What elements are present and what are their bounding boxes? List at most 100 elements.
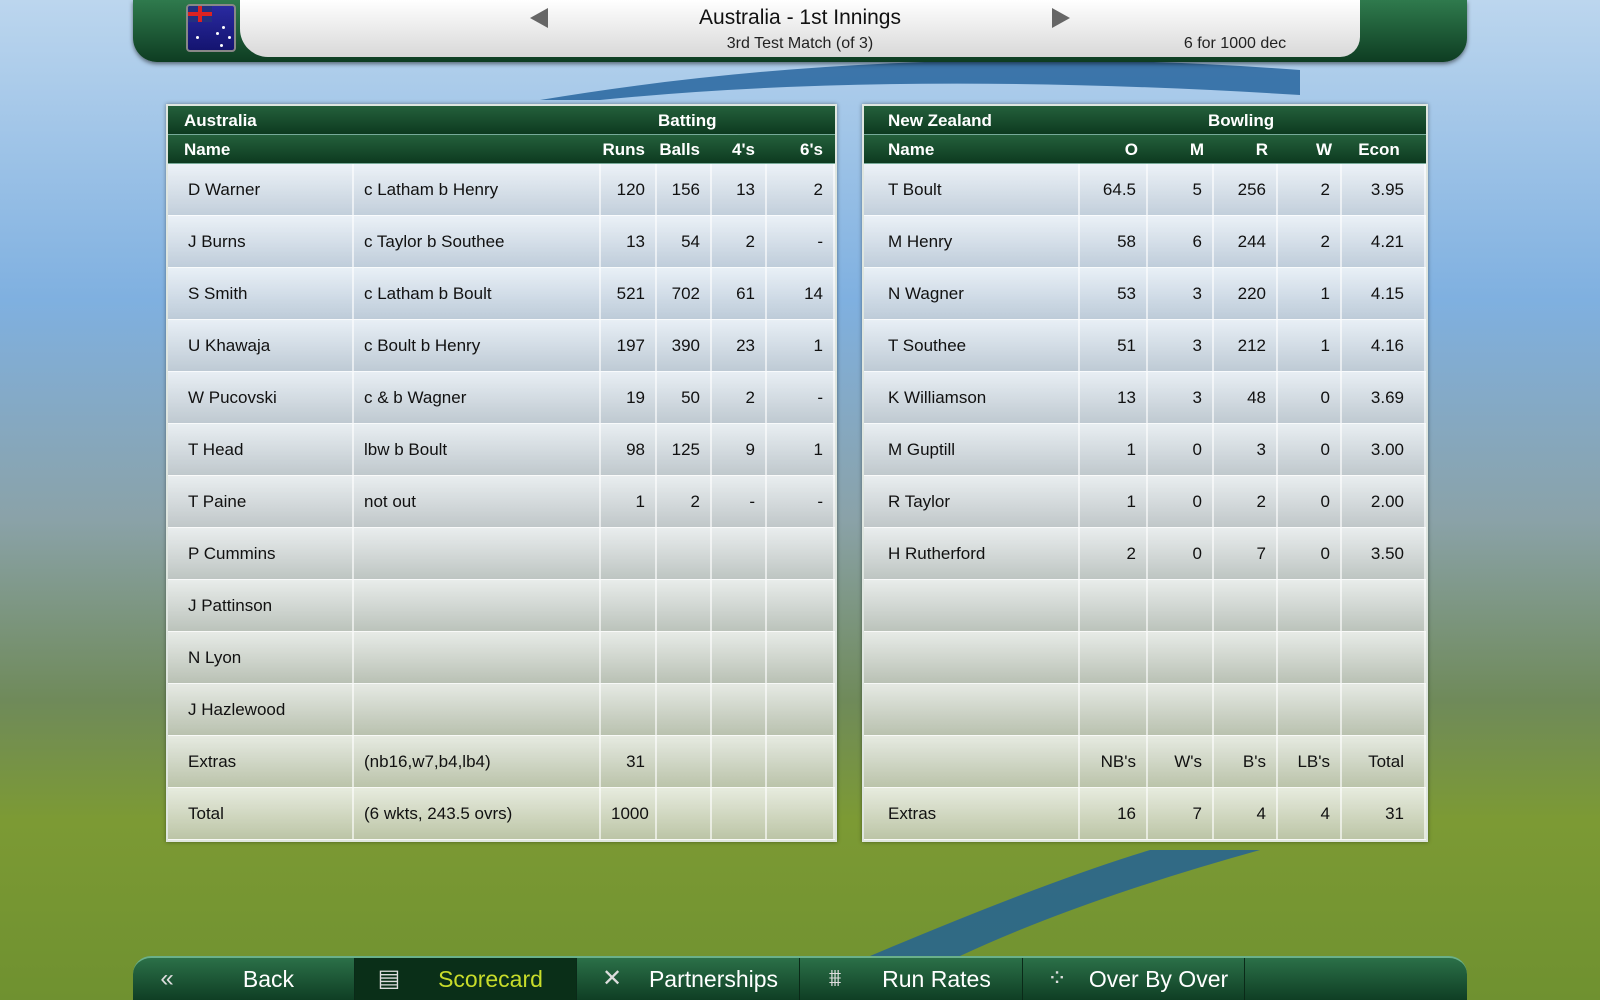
sixes	[767, 632, 835, 683]
wickets	[1278, 684, 1342, 735]
bowler-name: N Wagner	[864, 268, 1080, 319]
balls: 125	[657, 424, 712, 475]
maidens: 0	[1148, 528, 1214, 579]
balls: 54	[657, 216, 712, 267]
bowling-title-row: New Zealand Bowling	[864, 106, 1426, 135]
bowling-row[interactable]	[864, 684, 1426, 736]
overs: 2	[1080, 528, 1148, 579]
batsman-name: J Hazlewood	[168, 684, 354, 735]
batting-row[interactable]: J Burns c Taylor b Southee 13 54 2-	[168, 216, 835, 268]
fours	[712, 788, 767, 839]
run-rates-icon: ⩩	[828, 965, 842, 992]
tab-label: Run Rates	[882, 966, 991, 992]
scorecard-icon: ▤	[377, 965, 401, 992]
bottom-nav-bar: « Back ▤ Scorecard ✕ Partnerships ⩩ Run Rates ⁘ O…	[133, 956, 1467, 1000]
economy: 31	[1342, 788, 1426, 839]
runs: 197	[601, 320, 657, 371]
bowling-row[interactable]	[864, 580, 1426, 632]
batting-row[interactable]: N Lyon	[168, 632, 835, 684]
bowling-row[interactable]: M Henry 58 6 244 2 4.21	[864, 216, 1426, 268]
balls: 702	[657, 268, 712, 319]
bowling-row[interactable]: T Boult 64.5 5 256 2 3.95	[864, 164, 1426, 216]
bowling-row[interactable]	[864, 632, 1426, 684]
batting-header-0: Name	[184, 140, 231, 159]
runs-conceded: 220	[1214, 268, 1278, 319]
bowler-name: K Williamson	[864, 372, 1080, 423]
bowling-row[interactable]: H Rutherford 2 0 7 0 3.50	[864, 528, 1426, 580]
innings-score: 6 for 1000 dec	[1183, 35, 1287, 52]
fours: 2	[712, 216, 767, 267]
bowler-name	[864, 736, 1080, 787]
tab-label: Partnerships	[648, 966, 779, 992]
runs: 1000	[601, 788, 657, 839]
batting-row[interactable]: U Khawaja c Boult b Henry 197 390 23 1	[168, 320, 835, 372]
batting-row[interactable]: J Hazlewood	[168, 684, 835, 736]
bowling-table: New Zealand Bowling Name O M R W Econ T Boult…	[862, 104, 1428, 842]
batting-row[interactable]: W Pucovski c & b Wagner 19 50 2-	[168, 372, 835, 424]
batting-row[interactable]: T Paine not out 1 2- -	[168, 476, 835, 528]
wickets: 0	[1278, 372, 1342, 423]
tab-partnerships[interactable]: ✕ Partnerships	[578, 958, 800, 1000]
bowler-name	[864, 684, 1080, 735]
next-innings-arrow-icon[interactable]	[1052, 8, 1070, 28]
tab-scorecard[interactable]: ▤ Scorecard	[355, 958, 577, 1000]
batting-row[interactable]: D Warner c Latham b Henry 120 156 13 2	[168, 164, 835, 216]
bowling-row[interactable]: R Taylor 1 0 2 0 2.00	[864, 476, 1426, 528]
dismissal: (6 wkts, 243.5 ovrs)	[354, 788, 601, 839]
tab-run-rates[interactable]: ⩩ Run Rates	[801, 958, 1023, 1000]
batting-row[interactable]: J Pattinson	[168, 580, 835, 632]
wickets: LB's	[1278, 736, 1342, 787]
batting-header-1: Runs	[602, 140, 646, 159]
fours: 23	[712, 320, 767, 371]
batting-row[interactable]: Extras (nb16,w7,b4,lb4) 31	[168, 736, 835, 788]
wickets: 0	[1278, 476, 1342, 527]
bowling-row[interactable]: Extras 16 7 4 4 31	[864, 788, 1426, 840]
bowling-row[interactable]: T Southee 51 3 212 1 4.16	[864, 320, 1426, 372]
economy	[1342, 684, 1426, 735]
economy: Total	[1342, 736, 1426, 787]
wickets	[1278, 632, 1342, 683]
bowler-name: T Southee	[864, 320, 1080, 371]
runs: 13	[601, 216, 657, 267]
batting-row[interactable]: P Cummins	[168, 528, 835, 580]
maidens: 0	[1148, 476, 1214, 527]
runs-conceded	[1214, 632, 1278, 683]
fours	[712, 736, 767, 787]
bowling-header-1: O	[1124, 140, 1138, 159]
bowling-row[interactable]: N Wagner 53 3 220 1 4.15	[864, 268, 1426, 320]
sixes: -	[767, 476, 835, 527]
maidens: 5	[1148, 164, 1214, 215]
batting-header-3: 4's	[732, 140, 755, 159]
wickets: 2	[1278, 164, 1342, 215]
batting-row[interactable]: T Head lbw b Boult 98 125 9 1	[168, 424, 835, 476]
bowler-name: M Henry	[864, 216, 1080, 267]
bowling-header-2: M	[1189, 140, 1204, 159]
economy: 4.15	[1342, 268, 1426, 319]
batting-table: Australia Batting Name Runs Balls 4's 6's D …	[166, 104, 837, 842]
batting-row[interactable]: S Smith c Latham b Boult 521 702 61 14	[168, 268, 835, 320]
bowling-header-3: R	[1255, 140, 1268, 159]
wickets: 4	[1278, 788, 1342, 839]
economy	[1342, 580, 1426, 631]
sixes	[767, 736, 835, 787]
economy	[1342, 632, 1426, 683]
previous-innings-arrow-icon[interactable]	[530, 8, 548, 28]
runs-conceded: 4	[1214, 788, 1278, 839]
wickets: 0	[1278, 424, 1342, 475]
overs: 64.5	[1080, 164, 1148, 215]
balls	[657, 788, 712, 839]
tab-label: Over By Over	[1088, 966, 1229, 992]
tab-back[interactable]: « Back	[133, 958, 355, 1000]
bowling-row[interactable]: NB's W's B's LB's Total	[864, 736, 1426, 788]
batsman-name: D Warner	[168, 164, 354, 215]
batting-row[interactable]: Total (6 wkts, 243.5 ovrs) 1000	[168, 788, 835, 840]
tab-over-by-over[interactable]: ⁘ Over By Over	[1023, 958, 1245, 1000]
economy: 4.21	[1342, 216, 1426, 267]
maidens: 6	[1148, 216, 1214, 267]
bowling-row[interactable]: M Guptill 1 0 3 0 3.00	[864, 424, 1426, 476]
bowling-row[interactable]: K Williamson 13 3 48 0 3.69	[864, 372, 1426, 424]
bowler-name: M Guptill	[864, 424, 1080, 475]
batsman-name: T Head	[168, 424, 354, 475]
balls: 390	[657, 320, 712, 371]
